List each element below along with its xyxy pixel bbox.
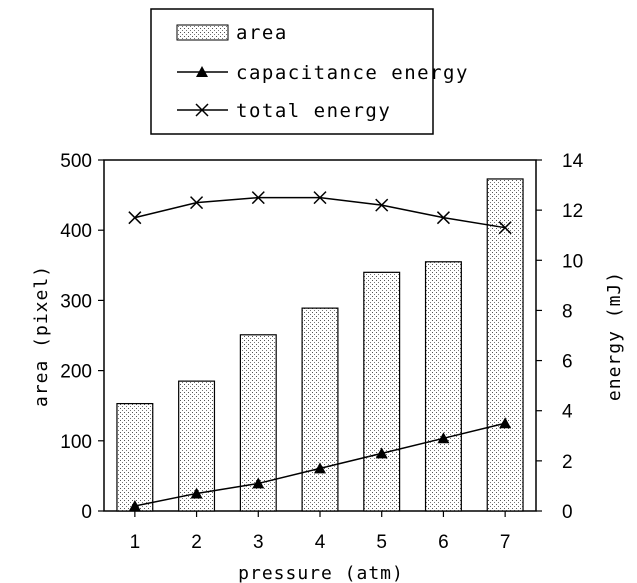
x-axis-title: pressure (atm) <box>238 563 404 583</box>
point-capacitance-energy-2 <box>190 487 203 499</box>
left-axis: 0 100 200 300 400 500 <box>60 151 104 523</box>
x-tick-label: 4 <box>315 532 326 553</box>
bar-area-7 <box>486 178 524 512</box>
x-axis: 1 2 3 4 5 6 7 <box>130 511 511 553</box>
legend-label-total-energy: total energy <box>236 100 391 122</box>
right-tick-label: 12 <box>562 201 583 222</box>
right-tick-label: 0 <box>562 502 573 523</box>
legend: area capacitance energy total energy <box>150 8 469 135</box>
right-tick-label: 14 <box>562 151 584 172</box>
right-tick-label: 4 <box>562 402 573 423</box>
bar-area-5 <box>363 271 401 512</box>
point-total-energy-4 <box>313 191 327 205</box>
left-tick-label: 0 <box>81 502 92 523</box>
x-tick-label: 6 <box>438 532 449 553</box>
point-total-energy-2 <box>190 196 204 210</box>
right-tick-label: 6 <box>562 352 573 373</box>
x-tick-label: 5 <box>376 532 387 553</box>
point-capacitance-energy-3 <box>252 477 265 489</box>
right-tick-label: 8 <box>562 301 573 322</box>
x-tick-label: 2 <box>191 532 202 553</box>
x-tick-label: 7 <box>500 532 511 553</box>
legend-label-area: area <box>236 22 288 44</box>
legend-marker-x <box>195 103 209 117</box>
left-tick-label: 100 <box>60 432 92 453</box>
left-axis-title: area (pixel) <box>31 265 52 407</box>
bar-area-6 <box>424 261 462 512</box>
right-axis: 0 2 4 6 8 10 12 14 <box>536 151 584 523</box>
point-capacitance-energy-6 <box>437 432 450 444</box>
point-total-energy-5 <box>375 198 389 212</box>
series-lines <box>128 191 512 511</box>
x-tick-label: 3 <box>253 532 264 553</box>
right-tick-label: 10 <box>562 251 583 272</box>
left-tick-label: 400 <box>60 221 92 242</box>
bar-area-1 <box>116 402 154 512</box>
legend-label-capacitance-energy: capacitance energy <box>236 62 469 84</box>
legend-marker-triangle <box>196 66 208 77</box>
left-tick-label: 500 <box>60 151 92 172</box>
bar-area-4 <box>301 307 339 512</box>
point-capacitance-energy-1 <box>128 499 141 511</box>
right-axis-title: energy (mJ) <box>604 271 625 401</box>
point-total-energy-7 <box>498 221 512 235</box>
point-capacitance-energy-4 <box>314 462 326 474</box>
left-tick-label: 200 <box>60 362 92 383</box>
legend-swatch-area <box>176 24 229 41</box>
x-tick-label: 1 <box>130 532 141 553</box>
point-capacitance-energy-5 <box>375 447 388 459</box>
point-total-energy-1 <box>128 211 142 225</box>
point-total-energy-6 <box>436 211 450 225</box>
right-tick-label: 2 <box>562 452 573 473</box>
point-total-energy-3 <box>251 191 265 205</box>
left-tick-label: 300 <box>60 291 92 312</box>
point-capacitance-energy-7 <box>499 417 512 429</box>
bars <box>116 178 524 512</box>
